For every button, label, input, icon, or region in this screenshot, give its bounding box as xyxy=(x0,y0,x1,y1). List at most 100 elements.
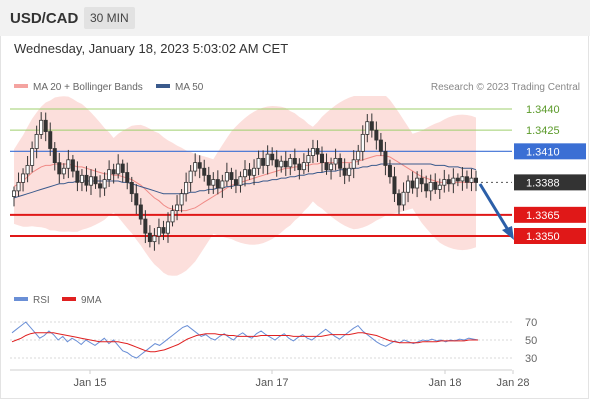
candle-body xyxy=(442,179,447,186)
candle-body xyxy=(211,179,216,186)
candle-body xyxy=(215,179,220,189)
candle-body xyxy=(39,119,44,135)
candle-body xyxy=(365,121,370,135)
candle-body xyxy=(301,162,306,171)
candle-body xyxy=(224,172,229,182)
forecast-arrow-line xyxy=(478,183,510,231)
rsi-tick-label: 50 xyxy=(525,335,537,347)
level-tag-label: 1.3365 xyxy=(526,210,560,222)
candle-body xyxy=(102,179,107,189)
legend-swatch-rsi xyxy=(14,297,28,301)
candle-body xyxy=(265,153,270,166)
candle-body xyxy=(455,177,460,182)
legend-label-bollinger: MA 20 + Bollinger Bands xyxy=(33,82,143,93)
currency-pair: USD/CAD xyxy=(10,10,79,27)
candle-body xyxy=(401,191,406,206)
candle-body xyxy=(193,162,198,172)
candle-body xyxy=(30,148,35,166)
legend-label-rsi: RSI xyxy=(33,295,50,306)
candle-body xyxy=(419,177,424,185)
legend-swatch-bollinger xyxy=(14,84,28,88)
candle-body xyxy=(152,235,157,243)
level-tag-bg xyxy=(514,228,586,244)
candle-body xyxy=(184,181,189,195)
x-tick-label: Jan 28 xyxy=(496,377,529,389)
candle-body xyxy=(175,204,180,211)
candle-body xyxy=(288,157,293,168)
candle-body xyxy=(292,157,297,165)
timeframe-badge[interactable]: 30 MIN xyxy=(84,7,135,29)
candle-body xyxy=(473,177,478,183)
candle-body xyxy=(75,170,80,183)
candle-body xyxy=(89,176,94,186)
candle-body xyxy=(342,167,347,176)
forecast-arrow-head xyxy=(502,226,514,240)
candle-body xyxy=(279,160,284,168)
rsi-tick-label: 70 xyxy=(525,317,537,329)
candle-body xyxy=(374,129,379,141)
candle-body xyxy=(347,167,352,176)
candle-body xyxy=(387,165,392,178)
candle-body xyxy=(446,179,451,185)
candle-body xyxy=(437,184,442,190)
candle-body xyxy=(107,169,112,180)
credit-text: Research © 2023 Trading Central xyxy=(431,82,580,93)
candle-body xyxy=(274,159,279,168)
candle-body xyxy=(220,180,225,189)
candle-body xyxy=(383,150,388,166)
candle-body xyxy=(43,119,48,132)
candle-body xyxy=(324,162,329,171)
candle-body xyxy=(206,174,211,186)
candle-body xyxy=(11,190,16,197)
timestamp: Wednesday, January 18, 2023 5:03:02 AM C… xyxy=(14,41,289,56)
level-tag-label: 1.3410 xyxy=(526,146,560,158)
candle-body xyxy=(79,174,84,183)
legend-swatch-ma50 xyxy=(156,84,170,88)
candle-body xyxy=(111,169,116,175)
candle-body xyxy=(242,169,247,178)
candle-body xyxy=(197,162,202,169)
x-tick-label: Jan 15 xyxy=(73,377,106,389)
candle-body xyxy=(229,172,234,180)
x-axis: Jan 15 Jan 17 Jan 18 Jan 28 xyxy=(73,370,530,389)
candle-body xyxy=(84,174,89,186)
candle-body xyxy=(138,204,143,220)
candle-body xyxy=(351,159,356,169)
candle-body xyxy=(356,150,361,161)
candle-body xyxy=(238,176,243,186)
candle-body xyxy=(116,163,121,175)
candle-body xyxy=(360,133,365,152)
legend-swatch-9ma xyxy=(62,297,76,301)
candle-body xyxy=(61,167,66,175)
candle-body xyxy=(93,176,98,185)
candle-body xyxy=(410,180,415,189)
candle-body xyxy=(297,163,302,171)
price-levels xyxy=(10,108,512,237)
candle-body xyxy=(333,157,338,165)
candle-body xyxy=(261,157,266,166)
candle-body xyxy=(247,169,252,176)
candlesticks xyxy=(11,112,478,251)
candle-body xyxy=(319,153,324,164)
candle-body xyxy=(396,193,401,206)
candle-body xyxy=(52,148,57,164)
candle-body xyxy=(451,177,456,185)
rsi-series-9ma xyxy=(11,332,478,353)
candle-body xyxy=(338,157,343,169)
candle-body xyxy=(329,163,334,171)
candle-body xyxy=(143,218,148,234)
candle-body xyxy=(34,133,39,149)
x-tick-label: Jan 17 xyxy=(255,377,288,389)
level-tag-bg xyxy=(514,206,586,223)
candle-body xyxy=(428,181,433,192)
candle-body xyxy=(310,148,315,156)
legend-label-ma50: MA 50 xyxy=(175,82,204,93)
candle-body xyxy=(16,181,21,192)
candle-body xyxy=(378,139,383,152)
candle-body xyxy=(306,155,311,164)
x-tick-label: Jan 18 xyxy=(428,377,461,389)
candle-body xyxy=(156,227,161,237)
candle-body xyxy=(424,183,429,192)
level-tag-label: 1.3350 xyxy=(526,231,560,243)
candle-body xyxy=(134,193,139,206)
